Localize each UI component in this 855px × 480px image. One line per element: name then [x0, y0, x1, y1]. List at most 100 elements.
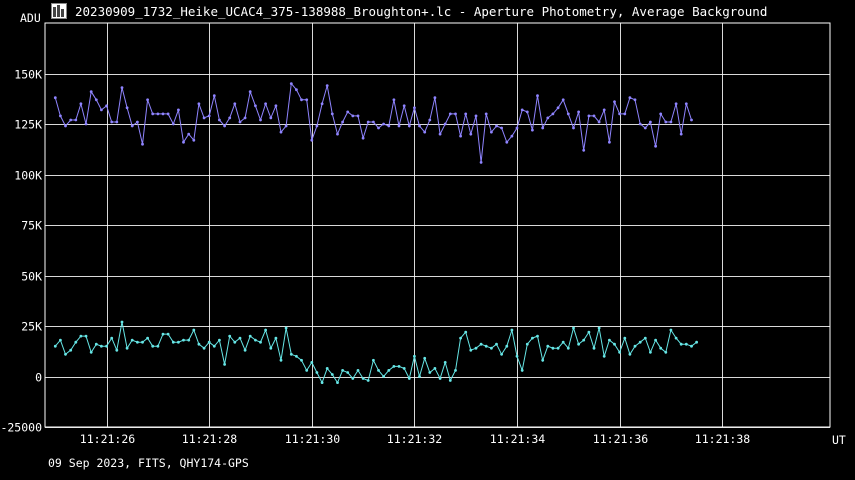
series-2-point: [541, 358, 545, 362]
series-2-point: [602, 354, 606, 358]
series-2-point: [531, 336, 534, 340]
series-1-point: [423, 130, 427, 134]
series-1-point: [525, 110, 529, 114]
series-1-point: [643, 126, 647, 130]
series-2-point: [187, 338, 191, 342]
series-1-point: [520, 108, 524, 112]
series-2-point: [633, 344, 637, 348]
series-1-point: [218, 118, 221, 122]
series-1-point: [448, 112, 452, 116]
series-2-point: [402, 367, 406, 370]
series-1-point: [608, 140, 611, 144]
series-1-point: [315, 124, 319, 128]
series-2-point: [325, 367, 329, 370]
series-2-point: [525, 342, 529, 346]
series-2-point: [649, 350, 652, 354]
series-2-point: [171, 340, 175, 344]
series-1-point: [664, 120, 668, 124]
series-1-point: [146, 98, 150, 102]
series-2-point: [202, 346, 206, 350]
series-1-point: [469, 132, 473, 136]
series-1-point: [248, 90, 252, 94]
window-title: 20230909_1732_Heike_UCAC4_375-138988_Bro…: [75, 4, 768, 19]
series-2-point: [330, 373, 334, 376]
series-1-point: [618, 112, 621, 116]
series-1-point: [166, 112, 170, 116]
y-tick-label: 25K: [21, 320, 42, 334]
series-1-point: [238, 120, 242, 124]
series-1-point: [151, 112, 155, 116]
series-2-point: [397, 365, 401, 368]
series-2-point: [464, 330, 468, 334]
series-1-point: [356, 114, 360, 118]
series-2-point: [146, 336, 150, 340]
series-2-point: [577, 342, 580, 346]
lightcurve-icon[interactable]: [51, 3, 67, 19]
series-2-point: [69, 348, 73, 352]
x-axis-label: UT: [832, 433, 846, 447]
series-1-point: [274, 104, 278, 108]
series-2-point: [413, 354, 416, 358]
series-1-point: [330, 112, 334, 116]
series-2-point: [228, 334, 232, 338]
tick-layer: -25000 0 25K 50K 75K 100K 125K 150K 11:21:26 11:2…: [0, 68, 750, 447]
series-2-point: [623, 336, 627, 340]
series-1-point: [115, 120, 119, 124]
series-1-point: [264, 102, 267, 106]
series-2-point: [459, 336, 462, 340]
series-1-point: [346, 110, 350, 114]
series-1-point: [141, 142, 144, 146]
series-2-line: [54, 321, 697, 384]
series-2-point: [392, 365, 396, 368]
series-2-point: [387, 369, 391, 372]
series-1-point: [679, 132, 683, 136]
series-2-point: [136, 340, 139, 344]
series-2-point: [238, 336, 242, 340]
series-1-point: [418, 124, 421, 128]
series-1-point: [510, 134, 514, 138]
series-2-point: [490, 346, 493, 350]
series-1-point: [628, 96, 632, 100]
y-tick-label: 50K: [21, 270, 42, 284]
series-2-point: [284, 326, 288, 330]
series-2-point: [443, 361, 447, 364]
x-tick-label: 11:21:30: [285, 432, 340, 446]
series-1-point: [413, 106, 416, 110]
series-1-point: [407, 124, 411, 128]
series-2-point: [223, 363, 227, 366]
series-1-point: [59, 114, 62, 118]
series-1-point: [187, 132, 191, 136]
series-1-point: [74, 118, 78, 122]
series-1-point: [613, 100, 616, 104]
series-1-point: [638, 122, 642, 126]
series-2-point: [479, 342, 483, 346]
series-1-point: [223, 124, 227, 128]
series-1-point: [428, 118, 432, 122]
series-1-point: [89, 90, 93, 94]
series-2-point: [613, 342, 616, 346]
series-1-point: [284, 124, 288, 128]
series-2-point: [418, 375, 421, 378]
series-2-point: [674, 336, 678, 340]
series-1-point: [156, 112, 160, 116]
series-2-point: [248, 334, 252, 338]
series-1-point: [94, 98, 98, 102]
series-2-point: [295, 354, 298, 358]
y-tick-label: 100K: [14, 169, 42, 183]
series-2-point: [679, 342, 683, 346]
series-1-point: [505, 140, 509, 144]
series-1-point: [633, 98, 637, 102]
series-2-point: [536, 334, 539, 338]
series-1-point: [110, 120, 114, 124]
series-2-point: [130, 338, 134, 342]
series-2-point: [587, 330, 591, 334]
series-1-point: [366, 120, 370, 124]
series-2-point: [289, 352, 293, 356]
series-2-point: [690, 344, 693, 348]
series-1-point: [177, 108, 180, 112]
series-1-point: [233, 102, 237, 106]
series-1-point: [592, 114, 596, 118]
series-1-point: [105, 104, 108, 108]
x-tick-label: 11:21:34: [490, 432, 545, 446]
